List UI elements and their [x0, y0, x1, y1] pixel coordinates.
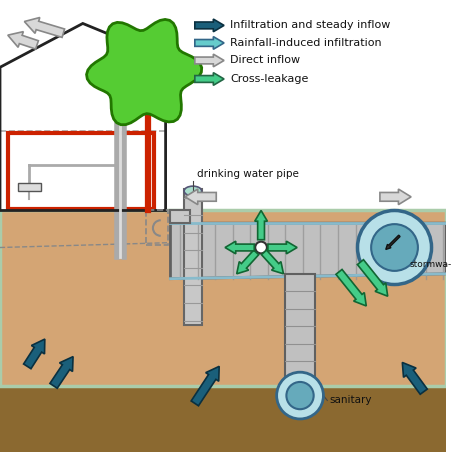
- Text: Cross-leakage: Cross-leakage: [230, 74, 308, 84]
- Polygon shape: [170, 223, 446, 278]
- Polygon shape: [170, 211, 190, 223]
- FancyArrow shape: [195, 37, 224, 49]
- Text: stormwa-: stormwa-: [409, 260, 452, 269]
- FancyArrow shape: [386, 235, 400, 250]
- Circle shape: [358, 211, 431, 284]
- FancyArrow shape: [225, 241, 254, 254]
- Circle shape: [286, 382, 314, 409]
- FancyArrow shape: [237, 250, 259, 274]
- FancyArrow shape: [402, 362, 427, 394]
- Circle shape: [277, 372, 323, 419]
- FancyArrow shape: [262, 250, 284, 274]
- Text: sanitary: sanitary: [329, 395, 372, 405]
- FancyArrow shape: [24, 339, 45, 369]
- Polygon shape: [0, 386, 446, 452]
- Bar: [285, 274, 315, 386]
- FancyArrow shape: [336, 269, 366, 306]
- Bar: [17, 183, 41, 191]
- Polygon shape: [87, 19, 202, 125]
- FancyArrow shape: [268, 241, 297, 254]
- Bar: [184, 189, 202, 326]
- FancyArrow shape: [195, 73, 224, 85]
- Text: Rainfall-induced infiltration: Rainfall-induced infiltration: [230, 38, 382, 48]
- FancyArrow shape: [195, 54, 224, 67]
- FancyArrow shape: [191, 366, 219, 406]
- FancyArrow shape: [380, 189, 411, 205]
- Text: Direct inflow: Direct inflow: [230, 55, 300, 65]
- FancyArrow shape: [185, 189, 216, 205]
- FancyArrow shape: [24, 17, 65, 38]
- Bar: [8, 132, 154, 208]
- Circle shape: [255, 242, 267, 253]
- Polygon shape: [0, 23, 166, 211]
- Ellipse shape: [184, 186, 202, 196]
- Text: Infiltration and steady inflow: Infiltration and steady inflow: [230, 21, 390, 30]
- FancyArrow shape: [255, 211, 267, 240]
- FancyArrow shape: [357, 260, 388, 296]
- FancyArrow shape: [8, 32, 38, 49]
- Text: drinking water pipe: drinking water pipe: [197, 169, 299, 180]
- FancyArrow shape: [195, 19, 224, 32]
- Polygon shape: [0, 211, 446, 452]
- Circle shape: [371, 224, 418, 271]
- Bar: [146, 211, 168, 245]
- FancyArrow shape: [50, 357, 73, 388]
